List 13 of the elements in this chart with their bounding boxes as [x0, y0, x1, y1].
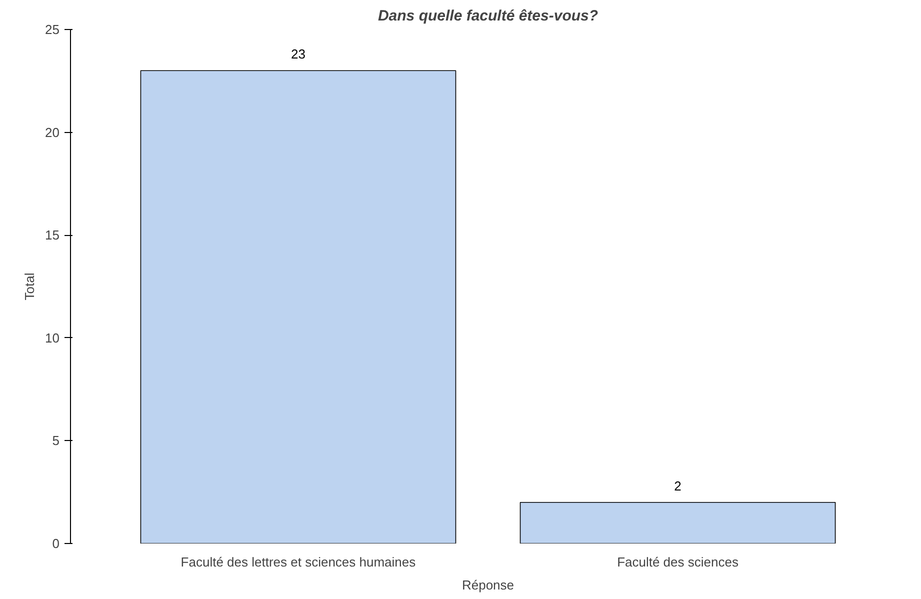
y-tick-label: 10	[45, 330, 60, 346]
y-tick-label: 20	[45, 124, 60, 140]
y-tick-label: 0	[52, 536, 60, 551]
chart-title: Dans quelle faculté êtes-vous?	[378, 8, 598, 24]
data-label: 2	[674, 478, 682, 494]
y-tick-label: 5	[52, 433, 60, 448]
y-tick-label: 15	[45, 228, 60, 243]
data-label: 23	[290, 46, 306, 62]
y-tick-label: 25	[45, 22, 60, 37]
x-axis-title: Réponse	[462, 578, 514, 592]
x-tick-label: Faculté des lettres et sciences humaines	[180, 554, 416, 570]
x-tick-label: Faculté des sciences	[617, 554, 739, 570]
y-axis-title: Total	[22, 272, 38, 300]
